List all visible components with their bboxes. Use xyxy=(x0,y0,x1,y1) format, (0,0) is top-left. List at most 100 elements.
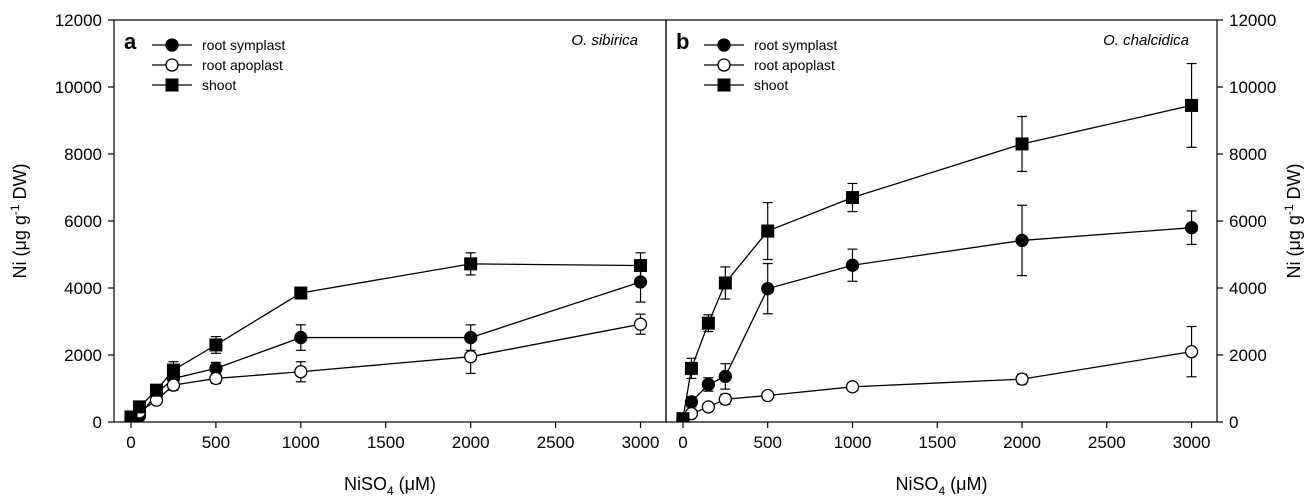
data-point-root-apoplast xyxy=(701,400,716,414)
chart-panel-a: 0 500 1000 1500 2000 2500 3000 0 2000 4000 6000 800… xyxy=(8,11,667,498)
data-point-shoot xyxy=(701,316,715,330)
y-tick-label: 0 xyxy=(1229,413,1238,432)
data-point-shoot xyxy=(166,363,180,377)
series-line-root-apoplast xyxy=(682,351,1192,422)
legend-label-root-apoplast: root apoplast xyxy=(202,57,283,73)
x-tick-label: 1000 xyxy=(282,433,320,452)
legend-marker-root-apoplast xyxy=(717,58,731,72)
y-tick-label: 4000 xyxy=(64,279,102,298)
plot-frame xyxy=(113,19,667,423)
series-line-shoot xyxy=(130,263,641,418)
y-axis-title: Ni (μg g-1 DW) xyxy=(1282,163,1304,278)
y-tick-label: 6000 xyxy=(64,212,102,231)
series-shoot xyxy=(124,252,648,422)
data-point-shoot xyxy=(124,410,138,422)
x-tick-label: 0 xyxy=(126,433,135,452)
panel-letter: b xyxy=(676,29,689,54)
data-point-root-apoplast xyxy=(464,350,478,364)
data-point-root-symplast xyxy=(1015,233,1029,248)
data-point-root-apoplast xyxy=(845,380,860,394)
data-point-root-apoplast xyxy=(166,378,181,392)
y-tick-label: 8000 xyxy=(64,145,102,164)
data-point-shoot xyxy=(718,276,732,290)
y-tick-label: 4000 xyxy=(1229,279,1267,298)
series-root-symplast xyxy=(676,204,1199,422)
legend-marker-root-symplast xyxy=(717,38,731,52)
x-tick-label: 3000 xyxy=(1173,433,1211,452)
y-tick-label: 10000 xyxy=(1229,78,1276,97)
x-tick-label: 1500 xyxy=(918,433,956,452)
legend-label-root-symplast: root symplast xyxy=(202,37,285,53)
legend-label-root-apoplast: root apoplast xyxy=(754,57,835,73)
data-point-shoot xyxy=(149,383,163,397)
data-point-root-apoplast xyxy=(1184,344,1199,359)
x-axis-title: NiSO4 (μM) xyxy=(344,474,436,497)
data-point-root-symplast xyxy=(1184,221,1199,235)
data-point-shoot xyxy=(684,361,698,375)
data-point-shoot xyxy=(464,257,478,271)
legend-label-root-symplast: root symplast xyxy=(754,37,837,53)
series-line-root-apoplast xyxy=(130,323,641,422)
data-point-root-symplast xyxy=(701,377,716,392)
series-root-apoplast xyxy=(124,313,648,422)
data-point-shoot xyxy=(676,412,690,422)
data-point-shoot xyxy=(209,338,223,352)
legend: root symplast root apoplast shoot xyxy=(152,37,285,93)
x-tick-label: 1000 xyxy=(834,433,872,452)
legend: root symplast root apoplast shoot xyxy=(704,37,837,93)
series-root-symplast xyxy=(124,261,648,422)
y-axis-title: Ni (μg g-1 DW) xyxy=(8,163,30,278)
data-point-root-symplast xyxy=(845,258,860,272)
x-tick-label: 2000 xyxy=(452,433,490,452)
y-tick-label: 12000 xyxy=(1229,11,1276,30)
data-layer xyxy=(124,252,648,422)
x-tick-label: 0 xyxy=(678,433,687,452)
data-point-root-apoplast xyxy=(294,365,308,379)
series-line-shoot xyxy=(682,104,1192,419)
x-tick-label: 2000 xyxy=(1003,433,1041,452)
y-tick-label: 10000 xyxy=(55,78,102,97)
data-point-root-apoplast xyxy=(718,392,732,406)
data-point-root-symplast xyxy=(294,330,308,345)
x-tick-label: 500 xyxy=(202,433,230,452)
panel-letter: a xyxy=(124,29,137,54)
data-point-root-symplast xyxy=(718,369,732,384)
data-layer xyxy=(676,62,1199,422)
data-point-root-symplast xyxy=(761,282,775,296)
chart-panel-b: 0 500 1000 1500 2000 2500 3000 0 2000 4000 6000 800… xyxy=(665,11,1304,498)
data-point-shoot xyxy=(294,286,308,300)
legend-marker-root-symplast xyxy=(165,38,179,52)
x-axis-title: NiSO4 (μM) xyxy=(895,474,987,497)
data-point-shoot xyxy=(634,259,648,273)
y-tick-label: 8000 xyxy=(1229,145,1267,164)
legend-label-shoot: shoot xyxy=(202,77,236,93)
y-tick-label: 2000 xyxy=(1229,346,1267,365)
species-label: O. chalcidica xyxy=(1103,32,1189,49)
legend-marker-root-apoplast xyxy=(165,58,179,72)
y-tick-label: 2000 xyxy=(64,346,102,365)
data-point-shoot xyxy=(1015,137,1029,151)
data-point-shoot xyxy=(845,191,859,205)
legend-marker-shoot xyxy=(717,78,731,92)
y-tick-label: 6000 xyxy=(1229,212,1267,231)
series-root-apoplast xyxy=(676,325,1199,422)
x-tick-label: 2500 xyxy=(537,433,575,452)
y-tick-label: 12000 xyxy=(55,11,102,30)
x-tick-label: 1500 xyxy=(367,433,405,452)
data-point-shoot xyxy=(132,400,146,414)
x-tick-label: 3000 xyxy=(622,433,660,452)
x-tick-label: 2500 xyxy=(1088,433,1126,452)
legend-marker-shoot xyxy=(165,78,179,92)
plot-frame xyxy=(665,19,1218,423)
data-point-root-apoplast xyxy=(209,371,223,386)
data-point-root-apoplast xyxy=(761,388,775,403)
series-line-root-symplast xyxy=(682,227,1192,420)
legend-label-shoot: shoot xyxy=(754,77,788,93)
data-point-shoot xyxy=(1185,98,1199,112)
species-label: O. sibirica xyxy=(571,32,638,49)
x-tick-label: 500 xyxy=(754,433,782,452)
data-point-root-apoplast xyxy=(633,317,648,331)
data-point-root-symplast xyxy=(684,395,699,409)
